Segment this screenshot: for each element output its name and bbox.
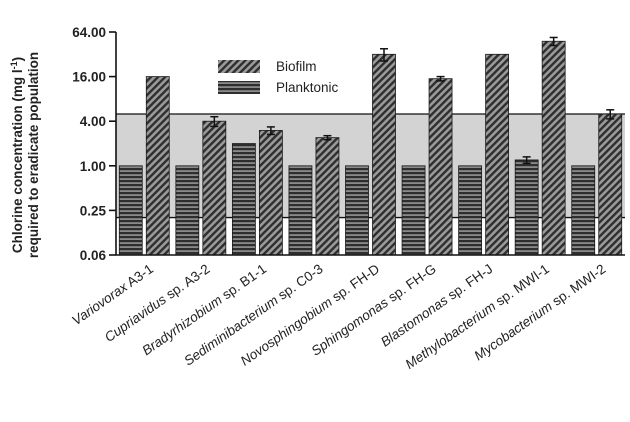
error-bar [606,109,615,120]
svg-text:Chlorine concentration (mg l-1: Chlorine concentration (mg l-1) [9,57,25,253]
bar-planktonic [514,159,539,256]
y-tick-label: 0.25 [80,203,107,218]
legend: Biofilm Planktonic [218,59,339,95]
bar-biofilm [541,40,566,256]
legend-swatch-biofilm [218,60,260,73]
error-bar [380,48,388,62]
bar-biofilm [428,78,453,256]
bar-biofilm [372,53,396,256]
bar-biofilm [598,113,623,256]
y-axis-label-line1: Chlorine concentration (mg l [10,69,25,253]
error-bar [210,115,219,128]
bar-planktonic [458,165,483,256]
bar-biofilm [258,130,283,256]
bar-biofilm [315,137,340,256]
legend-label-biofilm: Biofilm [276,59,317,74]
error-bar [522,156,531,165]
y-tick-label: 1.00 [80,159,106,174]
y-tick-label: 4.00 [80,114,106,129]
bar-planktonic [288,165,313,256]
y-axis-label: Chlorine concentration (mg l-1) required… [9,52,41,258]
y-tick-label: 64.00 [72,25,106,40]
y-axis-label-line2: required to eradicate population [26,52,41,258]
y-axis-label-line1-end: ) [10,57,25,62]
error-bar [266,126,275,136]
bar-planktonic [118,165,143,256]
bar-biofilm [145,76,170,256]
bar-planktonic [571,165,596,256]
bar-planktonic [345,165,369,256]
legend-label-planktonic: Planktonic [276,80,339,95]
error-bar [323,134,332,141]
bar-planktonic [175,165,200,256]
legend-swatch-planktonic [218,81,260,94]
bar-biofilm [485,53,510,256]
bar-planktonic [231,143,256,256]
error-bar [436,75,445,82]
y-tick-label: 16.00 [72,70,106,85]
error-bar [549,36,558,47]
bar-biofilm [202,120,227,256]
y-tick-label: 0.06 [80,248,107,263]
plot-area: 0.06 0.25 1.00 4.00 16.00 64.00 [72,25,625,263]
y-axis-label-superscript: -1 [9,61,19,69]
bar-planktonic [401,165,426,256]
reference-band [116,114,625,218]
